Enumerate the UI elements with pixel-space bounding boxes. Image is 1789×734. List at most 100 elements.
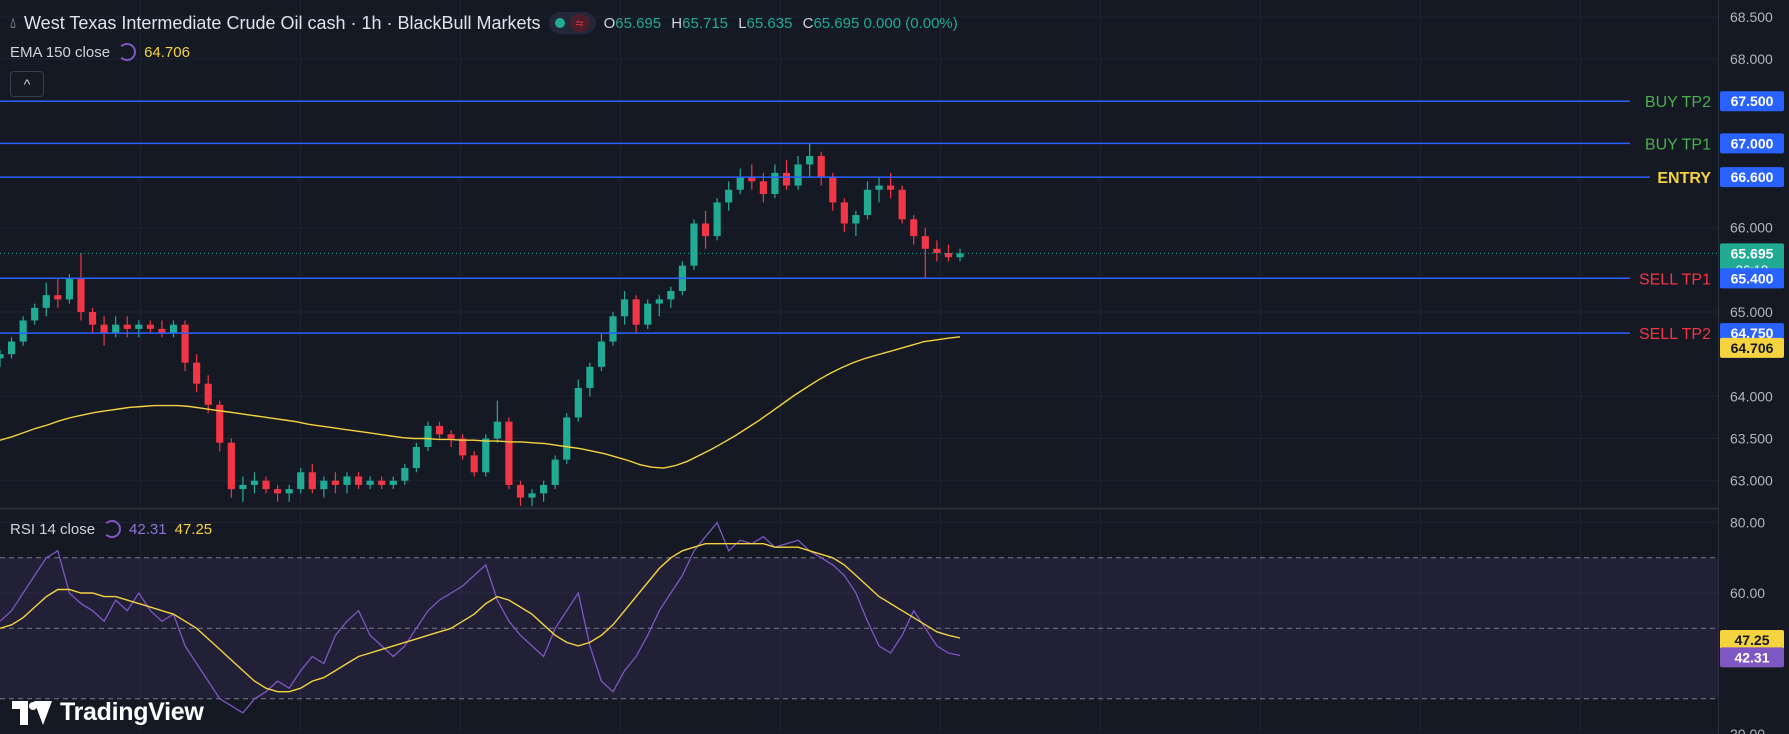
candle-body <box>956 253 964 258</box>
candle-down <box>308 463 316 494</box>
status-pill[interactable]: ≈ <box>548 12 596 34</box>
candle-body <box>771 172 779 194</box>
price-tick-label: 68.000 <box>1730 51 1773 67</box>
candle-body <box>181 324 189 363</box>
candles-layer <box>0 143 1718 506</box>
candle-body <box>274 489 282 494</box>
candle-up <box>563 413 571 464</box>
candle-body <box>863 189 872 216</box>
candle-up <box>863 181 872 220</box>
rsi-legend-label: RSI 14 close <box>10 520 96 538</box>
candle-up <box>366 476 374 490</box>
change-value: 0.000 (0.00%) <box>863 14 958 32</box>
candle-body <box>817 156 825 178</box>
rsi-legend[interactable]: RSI 14 close 42.31 47.25 <box>10 520 212 538</box>
rsi-value-tag-bg <box>1720 647 1784 668</box>
candle-up <box>690 219 698 270</box>
candle-body <box>644 303 652 325</box>
candle-body <box>227 442 235 490</box>
candle-body <box>840 202 848 224</box>
level-price-tag: 67.000 <box>1720 133 1784 154</box>
candle-up <box>620 290 629 325</box>
ema-price-tag-text: 64.706 <box>1731 340 1774 356</box>
level-entry[interactable]: ENTRY <box>0 170 1711 187</box>
open-value: 65.695 <box>615 14 662 32</box>
cycle-icon <box>118 43 137 61</box>
candle-down <box>505 417 513 490</box>
candle-up <box>320 476 328 498</box>
candle-down <box>921 227 929 279</box>
candle-up <box>250 472 259 494</box>
tradingview-logo-icon <box>12 700 52 725</box>
candle-up <box>135 320 143 338</box>
candle-body <box>354 476 363 485</box>
candle-down <box>378 476 386 490</box>
chevron-up-icon: ^ <box>23 76 31 92</box>
level-price-tag-bg <box>1720 133 1784 154</box>
symbol-title[interactable]: West Texas Intermediate Crude Oil cash ·… <box>24 12 541 33</box>
candle-down <box>701 210 710 249</box>
candle-down <box>354 472 363 490</box>
level-label: BUY TP2 <box>1645 94 1711 111</box>
candle-body <box>505 421 513 485</box>
candle-body <box>574 387 582 418</box>
candle-up <box>956 248 964 262</box>
rsi-legend-value: 42.31 <box>129 520 167 538</box>
candle-body <box>910 219 918 237</box>
level-sell-tp2[interactable]: SELL TP2 <box>0 326 1711 343</box>
price-tags: 67.50067.00066.60065.40064.75065.69536:1… <box>1720 91 1784 668</box>
ema-legend[interactable]: EMA 150 close 64.706 <box>10 43 190 61</box>
candle-body <box>42 295 50 308</box>
level-sell-tp1[interactable]: SELL TP1 <box>0 271 1711 288</box>
candle-down <box>158 320 166 338</box>
sell-tp1-price-tag: 65.400 <box>1720 268 1784 289</box>
candle-up <box>609 312 617 346</box>
candle-body <box>331 480 340 485</box>
candle-down <box>216 400 224 452</box>
candle-body <box>77 278 85 313</box>
candle-body <box>887 185 895 190</box>
candle-up <box>239 476 247 502</box>
candle-up <box>852 210 860 237</box>
candle-body <box>852 215 860 224</box>
candle-down <box>435 421 444 439</box>
level-price-tag-bg <box>1720 91 1784 112</box>
candle-up <box>389 476 397 490</box>
level-buy-tp1[interactable]: BUY TP1 <box>0 136 1711 153</box>
high-value: 65.715 <box>682 14 729 32</box>
candle-body <box>667 290 675 300</box>
candle-body <box>7 341 16 355</box>
level-price-tag: 66.600 <box>1720 167 1784 188</box>
candle-down <box>459 434 467 460</box>
rsi-tick-label: 60.00 <box>1730 585 1765 601</box>
drop-icon: 💧︎ <box>10 14 17 32</box>
rsi-tick-label: 80.00 <box>1730 515 1765 531</box>
candle-down <box>54 278 62 308</box>
candle-down <box>898 185 906 224</box>
candle-up <box>31 303 39 325</box>
candle-up <box>667 286 675 308</box>
levels-layer[interactable]: BUY TP2 BUY TP1 ENTRY SELL TP1 SELL TP2 <box>0 94 1711 343</box>
candle-down <box>227 438 235 498</box>
candle-body <box>435 425 444 435</box>
candle-up <box>7 337 16 359</box>
price-axis[interactable]: 68.500 68.000 66.000 65.000 64.000 63.500 63.0… <box>1730 9 1773 734</box>
rsi-ma-legend-value: 47.25 <box>174 520 213 538</box>
candle-body <box>308 472 316 490</box>
level-price-tag-text: 67.000 <box>1731 135 1774 151</box>
candle-body <box>701 223 710 237</box>
candle-body <box>297 472 305 490</box>
candle-body <box>597 341 606 367</box>
candle-body <box>100 324 108 334</box>
candle-down <box>447 430 455 447</box>
candle-up <box>285 484 293 502</box>
candle-body <box>921 236 929 249</box>
tradingview-logo[interactable]: TradingView <box>12 698 204 727</box>
candle-down <box>829 172 837 211</box>
candle-up <box>412 442 420 473</box>
level-buy-tp2[interactable]: BUY TP2 <box>0 94 1711 111</box>
collapse-legend-button[interactable]: ^ <box>10 71 44 97</box>
candle-body <box>725 189 733 203</box>
candle-body <box>239 484 247 490</box>
